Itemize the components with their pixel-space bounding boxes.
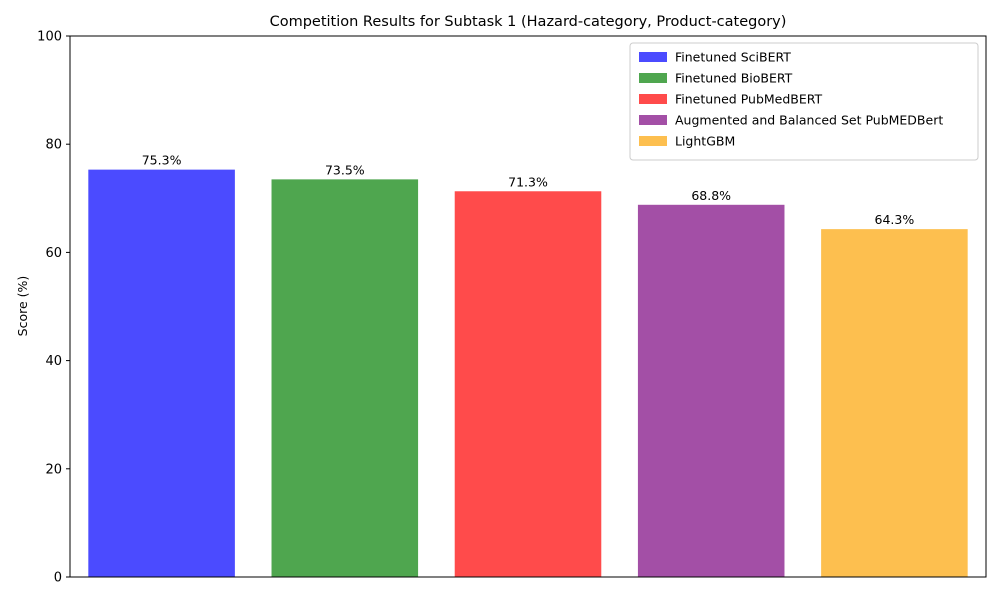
y-axis-label: Score (%): [15, 276, 30, 337]
legend-entry-5: LightGBM: [675, 134, 735, 149]
y-tick-label-80: 80: [45, 138, 62, 153]
bar-5: [821, 229, 968, 577]
y-tick-label-60: 60: [45, 246, 62, 261]
legend-box: [629, 42, 979, 161]
chart-title: Competition Results for Subtask 1 (Hazar…: [270, 14, 787, 30]
legend: Finetuned SciBERT Finetuned BioBERT Finetu…: [629, 42, 979, 161]
legend-swatch-1: [639, 52, 667, 62]
data-labels-layer: 75.3% 73.5% 71.3% 68.8% 64.3%: [142, 153, 915, 228]
y-tick-label-0: 0: [54, 571, 62, 586]
bar-2: [271, 179, 419, 578]
legend-swatch-2: [639, 73, 667, 83]
legend-entry-1: Finetuned SciBERT: [675, 50, 791, 65]
y-tick-label-20: 20: [45, 462, 62, 477]
data-label-2: 73.5%: [325, 162, 365, 177]
bar-4: [637, 204, 785, 578]
y-tick-label-40: 40: [45, 354, 62, 369]
data-label-4: 68.8%: [691, 188, 731, 203]
legend-swatch-4: [639, 115, 667, 125]
axes-layer: 0 20 40 60 80 100: [37, 30, 987, 586]
bars-layer: [88, 169, 968, 578]
data-label-5: 64.3%: [875, 212, 915, 227]
plot-frame: [69, 35, 987, 578]
bar-1: [88, 169, 235, 577]
legend-entry-3: Finetuned PubMedBERT: [675, 92, 823, 107]
legend-entry-4: Augmented and Balanced Set PubMEDBert: [675, 113, 943, 128]
legend-swatch-3: [639, 94, 667, 104]
bar-3: [454, 191, 602, 577]
legend-entry-2: Finetuned BioBERT: [675, 71, 793, 86]
y-tick-label-100: 100: [37, 30, 62, 45]
data-label-1: 75.3%: [142, 153, 182, 168]
legend-swatch-5: [639, 136, 667, 146]
data-label-3: 71.3%: [508, 174, 548, 189]
